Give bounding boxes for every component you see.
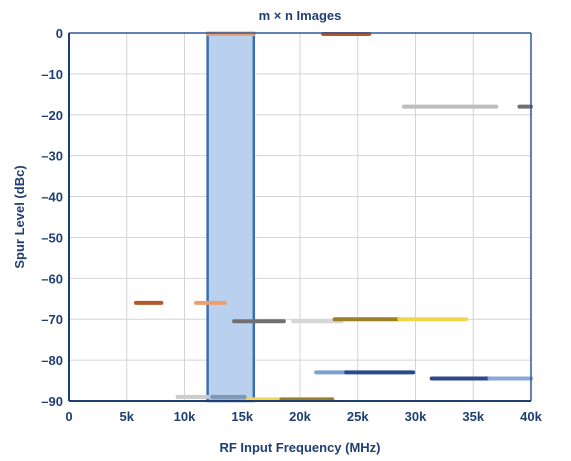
y-tick-label: –80: [41, 353, 63, 368]
x-tick-label: 15k: [231, 409, 253, 424]
highlight-band: [206, 31, 256, 403]
y-tick-label: –50: [41, 230, 63, 245]
y-tick-label: –10: [41, 67, 63, 82]
x-axis-title: RF Input Frequency (MHz): [219, 440, 380, 455]
y-tick-label: –70: [41, 312, 63, 327]
spur-segments: [133, 32, 533, 402]
x-tick-label: 35k: [462, 409, 484, 424]
highlight-band-layer: [206, 31, 256, 403]
y-axis-title: Spur Level (dBc): [12, 165, 27, 268]
chart-title: m × n Images: [259, 8, 342, 23]
y-tick-labels: 0 –10 –20 –30 –40 –50 –60 –70 –80 –90: [41, 26, 63, 409]
x-tick-label: 0: [65, 409, 72, 424]
x-tick-label: 20k: [289, 409, 311, 424]
y-tick-label: –20: [41, 108, 63, 123]
plot-frame: [68, 32, 532, 402]
x-tick-labels: 0 5k 10k 15k 20k 25k 30k 35k 40k: [65, 409, 542, 424]
y-tick-label: –60: [41, 271, 63, 286]
y-tick-label: 0: [56, 26, 63, 41]
x-tick-label: 30k: [405, 409, 427, 424]
grid-lines: [68, 32, 532, 402]
x-tick-label: 10k: [174, 409, 196, 424]
y-tick-label: –30: [41, 149, 63, 164]
x-tick-label: 5k: [120, 409, 135, 424]
y-tick-label: –40: [41, 190, 63, 205]
y-tick-label: –90: [41, 394, 63, 409]
x-tick-label: 40k: [520, 409, 542, 424]
x-tick-label: 25k: [347, 409, 369, 424]
